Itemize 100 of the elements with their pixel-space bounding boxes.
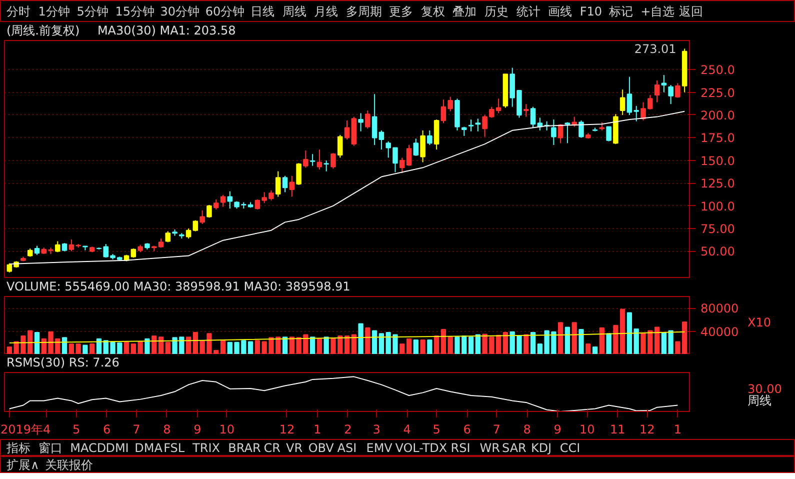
text: VOL-TDX <box>395 441 448 455</box>
bar <box>572 322 577 354</box>
candlestick <box>206 204 212 218</box>
candlestick <box>55 240 60 253</box>
candlestick <box>158 238 164 248</box>
text: 月线 <box>314 4 338 18</box>
text: 多周期 <box>346 4 382 18</box>
text: 15分钟 <box>115 4 154 18</box>
bar <box>530 332 536 354</box>
bar <box>192 332 198 354</box>
candlestick <box>34 245 40 256</box>
x-tick-label: 7 <box>492 422 500 436</box>
text: 周线 <box>748 394 772 408</box>
bar <box>186 336 192 354</box>
bar <box>578 329 584 354</box>
bar <box>654 326 660 354</box>
x-tick-label: 5 <box>72 422 80 436</box>
candlestick <box>661 74 667 93</box>
bar <box>606 333 612 354</box>
text: 周线 <box>282 4 306 18</box>
candlestick <box>310 154 316 166</box>
text: 60分钟 <box>205 4 245 18</box>
bar <box>558 322 564 354</box>
bar <box>372 330 378 354</box>
candlestick <box>344 120 350 140</box>
bar <box>90 344 95 354</box>
candlestick <box>468 119 474 132</box>
x-tick-label: 1 <box>314 422 322 436</box>
candlestick <box>427 130 432 146</box>
bar <box>310 336 316 354</box>
candlestick <box>282 175 288 193</box>
y-tick-label: 100.0 <box>700 199 735 214</box>
candlestick <box>420 130 426 163</box>
y-tick-label: 80000 <box>700 302 739 316</box>
bar <box>165 342 170 354</box>
candlestick <box>475 118 481 132</box>
text: BRAR <box>228 441 261 455</box>
bar <box>34 332 40 354</box>
candlestick <box>289 175 295 198</box>
x-tick-label: 9 <box>194 422 202 436</box>
bar <box>420 340 426 354</box>
bar <box>599 327 604 354</box>
text: 复权 <box>420 4 445 18</box>
text: TRIX <box>192 441 220 455</box>
bar <box>634 328 639 354</box>
x-tick-label: 2 <box>344 422 352 436</box>
candlestick <box>654 80 660 103</box>
bar <box>434 335 440 354</box>
bar <box>475 334 480 354</box>
text: X10 <box>748 316 771 330</box>
candlestick <box>365 110 370 130</box>
bar <box>82 344 88 354</box>
candlestick <box>303 150 308 168</box>
text: 统计 <box>516 4 540 18</box>
y-tick-label: 200.0 <box>700 108 735 122</box>
text: 关联报价 <box>44 458 93 472</box>
annotation: 273.01 <box>634 42 676 56</box>
chart-title: RSMS(30) RS: 7.26 <box>6 356 120 370</box>
candlestick <box>358 112 364 132</box>
text: CR <box>264 441 280 455</box>
x-tick-label: 4 <box>43 422 51 436</box>
bar <box>316 338 322 354</box>
text: RSI <box>450 441 470 455</box>
text: KDJ <box>530 441 552 455</box>
x-tick-label: 4 <box>403 422 411 436</box>
text: 画线 <box>548 4 572 18</box>
bar <box>440 329 446 354</box>
bar <box>502 332 508 354</box>
text: 返回 <box>679 4 704 18</box>
text: DMA <box>134 441 164 455</box>
x-tick-label: 12 <box>640 422 655 436</box>
candlestick <box>337 134 343 158</box>
x-tick-label: 3 <box>372 422 380 436</box>
text: 标记 <box>608 4 633 18</box>
text: 叠加 <box>452 4 477 18</box>
bar <box>378 333 384 354</box>
text: 30.00 <box>748 382 782 396</box>
x-tick-label: 1 <box>674 422 682 436</box>
bar <box>564 326 570 354</box>
candlestick <box>227 190 233 210</box>
candlestick <box>275 170 281 198</box>
bar <box>144 338 150 354</box>
x-tick-label: 6 <box>463 422 471 436</box>
bar <box>124 342 130 354</box>
y-tick-label: 175.0 <box>700 131 735 146</box>
candlestick <box>296 162 302 186</box>
candlestick <box>675 82 680 98</box>
candlestick <box>620 89 626 116</box>
line-series <box>8 110 686 264</box>
x-tick-label: 8 <box>523 422 531 436</box>
y-tick-label: 225.0 <box>700 86 735 100</box>
text: CCI <box>560 441 580 455</box>
bar <box>324 336 329 354</box>
candlestick <box>220 194 226 208</box>
bar <box>413 340 418 354</box>
candlestick <box>523 104 529 118</box>
bar <box>152 335 157 354</box>
candlestick <box>200 210 205 224</box>
chart-title: (周线.前复权) <box>6 24 80 38</box>
bar <box>626 312 632 354</box>
